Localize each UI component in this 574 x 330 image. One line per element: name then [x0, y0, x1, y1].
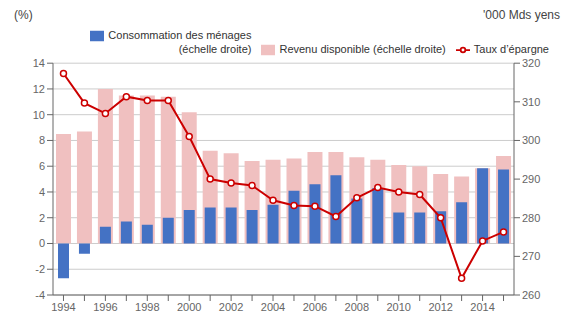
svg-text:300: 300 [522, 134, 540, 146]
svg-text:2006: 2006 [303, 301, 327, 313]
svg-text:290: 290 [522, 173, 540, 185]
svg-text:2012: 2012 [428, 301, 452, 313]
html-text:Taux d’épargne: Taux d’épargne [473, 43, 549, 56]
svg-text:280: 280 [522, 212, 540, 224]
svg-text:2: 2 [39, 212, 45, 224]
svg-text:310: 310 [522, 96, 540, 108]
svg-text:2010: 2010 [387, 301, 411, 313]
svg-text:270: 270 [522, 250, 540, 262]
html-text:'000 Mds yens: '000 Mds yens [483, 8, 560, 22]
svg-text:-4: -4 [35, 289, 45, 301]
svg-text:14: 14 [33, 57, 45, 69]
svg-text:320: 320 [522, 57, 540, 69]
svg-text:2002: 2002 [219, 301, 243, 313]
svg-text:260: 260 [522, 289, 540, 301]
svg-text:6: 6 [39, 160, 45, 172]
html-text:Consommation des ménages (éche: Consommation des ménages (échelle droite… [108, 29, 252, 56]
svg-text:1998: 1998 [135, 301, 159, 313]
svg-text:1994: 1994 [51, 301, 75, 313]
svg-text:1996: 1996 [93, 301, 117, 313]
svg-text:0: 0 [39, 237, 45, 249]
svg-text:-2: -2 [35, 263, 45, 275]
svg-text:4: 4 [39, 186, 45, 198]
svg-text:2000: 2000 [177, 301, 201, 313]
svg-text:2008: 2008 [345, 301, 369, 313]
svg-text:8: 8 [39, 134, 45, 146]
svg-text:12: 12 [33, 83, 45, 95]
svg-text:2014: 2014 [470, 301, 494, 313]
svg-text:2004: 2004 [261, 301, 285, 313]
svg-text:10: 10 [33, 109, 45, 121]
html-text:Revenu disponible (échelle dro: Revenu disponible (échelle droite) [279, 43, 446, 56]
